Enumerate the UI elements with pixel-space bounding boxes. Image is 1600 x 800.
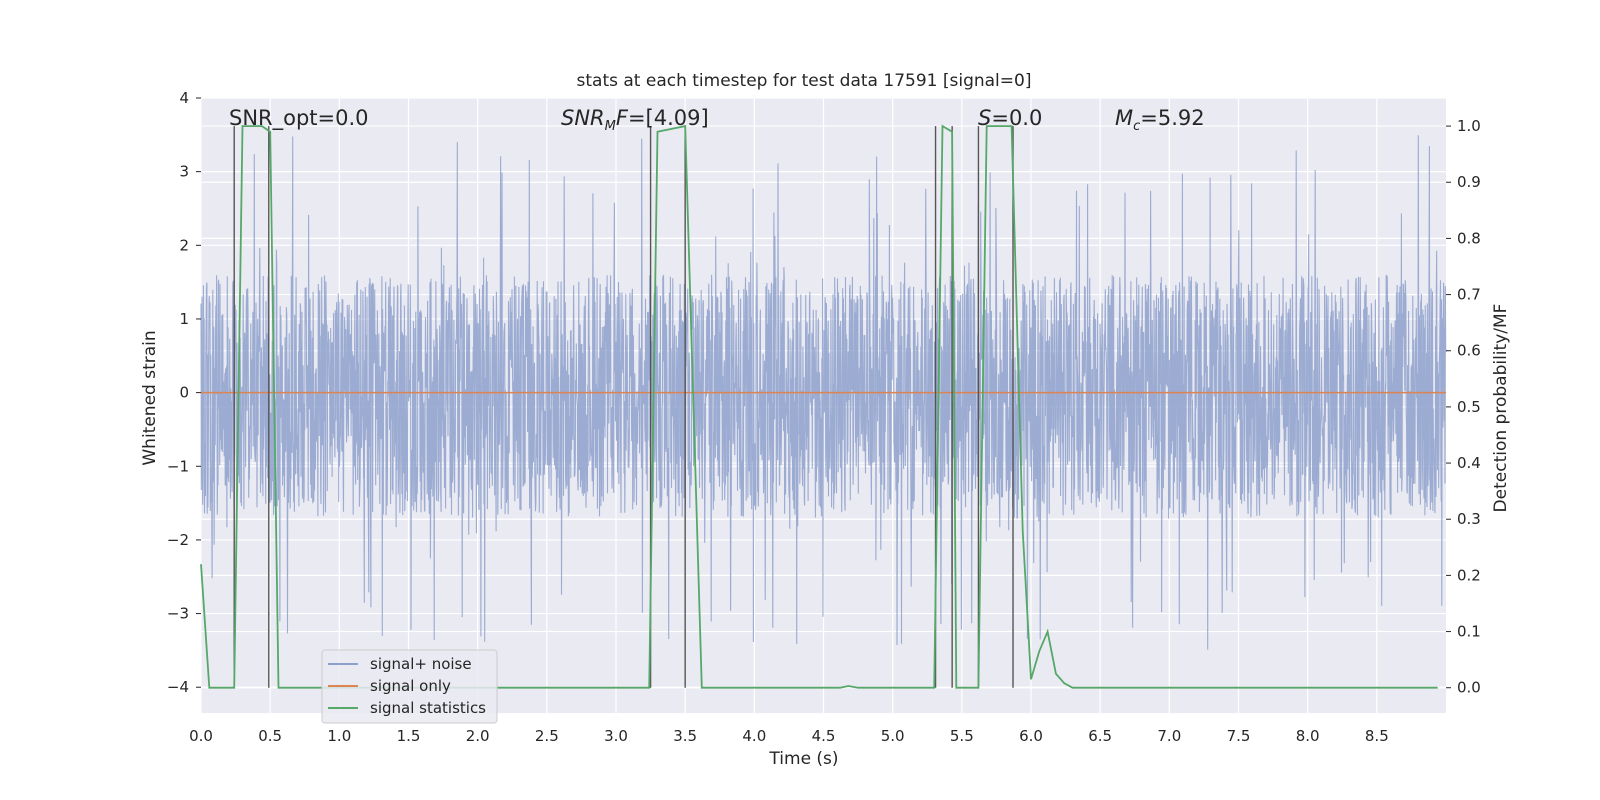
signal-statistics-series bbox=[200, 124, 1438, 689]
x-tick-label: 0.5 bbox=[258, 727, 282, 745]
y-right-tick-label: 0.3 bbox=[1457, 510, 1481, 528]
x-tick-label: 2.5 bbox=[535, 727, 559, 745]
annotation-s: S=0.0 bbox=[978, 106, 1042, 130]
y-right-tick-label: 0.0 bbox=[1457, 679, 1481, 697]
noise-line bbox=[200, 135, 1447, 650]
y-right-tick-label: 0.8 bbox=[1457, 229, 1481, 247]
y-right-tick-label: 0.5 bbox=[1457, 398, 1481, 416]
x-tick-label: 6.0 bbox=[1019, 727, 1043, 745]
legend-box bbox=[321, 649, 498, 724]
y-left-tick-label: −3 bbox=[167, 605, 189, 623]
x-tick-label: 4.5 bbox=[812, 727, 836, 745]
x-tick-label: 5.0 bbox=[881, 727, 905, 745]
y-right-tick-label: 0.9 bbox=[1457, 173, 1481, 191]
y-right-tick-label: 0.6 bbox=[1457, 342, 1481, 360]
x-tick-label: 8.5 bbox=[1365, 727, 1389, 745]
x-tick-label: 3.5 bbox=[673, 727, 697, 745]
legend-label-noise: signal+ noise bbox=[370, 655, 472, 673]
y-axis-right-label: Detection probability/MF bbox=[1491, 304, 1511, 513]
y-left-tick-label: 0 bbox=[179, 384, 189, 402]
x-tick-label: 1.5 bbox=[397, 727, 421, 745]
annotations: SNR_opt=0.0 SNRMF=[4.09] S=0.0 Mc=5.92 bbox=[229, 106, 1205, 134]
signal-statistics-line bbox=[200, 124, 1438, 689]
x-tick-label: 0.0 bbox=[189, 727, 213, 745]
y-right-tick-label: 0.7 bbox=[1457, 286, 1481, 304]
y-left-tick-label: 3 bbox=[179, 163, 189, 181]
annotation-snr-opt: SNR_opt=0.0 bbox=[229, 106, 369, 131]
x-tick-label: 3.0 bbox=[604, 727, 628, 745]
y-left-tick-label: 1 bbox=[179, 310, 189, 328]
x-tick-label: 2.0 bbox=[466, 727, 490, 745]
y-right-tick-label: 0.1 bbox=[1457, 623, 1481, 641]
annotation-mc: Mc=5.92 bbox=[1115, 106, 1205, 134]
x-tick-label: 4.0 bbox=[742, 727, 766, 745]
y-right-tick-label: 0.4 bbox=[1457, 454, 1481, 472]
x-tick-label: 5.5 bbox=[950, 727, 974, 745]
y-right-tick-label: 1.0 bbox=[1457, 117, 1481, 135]
annotation-snr-mf: SNRMF=[4.09] bbox=[561, 106, 709, 134]
legend: signal+ noise signal only signal statist… bbox=[321, 649, 498, 724]
chart-title: stats at each timestep for test data 175… bbox=[577, 71, 1032, 91]
legend-label-signal-only: signal only bbox=[370, 677, 451, 695]
x-axis-label: Time (s) bbox=[768, 749, 838, 769]
x-tick-label: 1.0 bbox=[327, 727, 351, 745]
signal-plus-noise-series bbox=[200, 135, 1447, 650]
y-axis-left-label: Whitened strain bbox=[140, 330, 160, 465]
x-tick-label: 6.5 bbox=[1088, 727, 1112, 745]
axes-ticks: 0.0 0.5 1.0 1.5 2.0 2.5 3.0 3.5 4.0 4.5 5.0 5.5 6.0 6… bbox=[167, 89, 1481, 745]
y-left-tick-label: 2 bbox=[179, 236, 189, 254]
legend-label-statistics: signal statistics bbox=[370, 699, 486, 717]
y-left-tick-label: −2 bbox=[167, 531, 189, 549]
y-left-tick-label: 4 bbox=[179, 89, 189, 107]
x-tick-label: 7.5 bbox=[1227, 727, 1251, 745]
x-tick-label: 8.0 bbox=[1296, 727, 1320, 745]
y-right-tick-label: 0.2 bbox=[1457, 566, 1481, 584]
x-tick-label: 7.0 bbox=[1157, 727, 1181, 745]
y-left-tick-label: −4 bbox=[167, 678, 189, 696]
y-left-tick-label: −1 bbox=[167, 457, 189, 475]
